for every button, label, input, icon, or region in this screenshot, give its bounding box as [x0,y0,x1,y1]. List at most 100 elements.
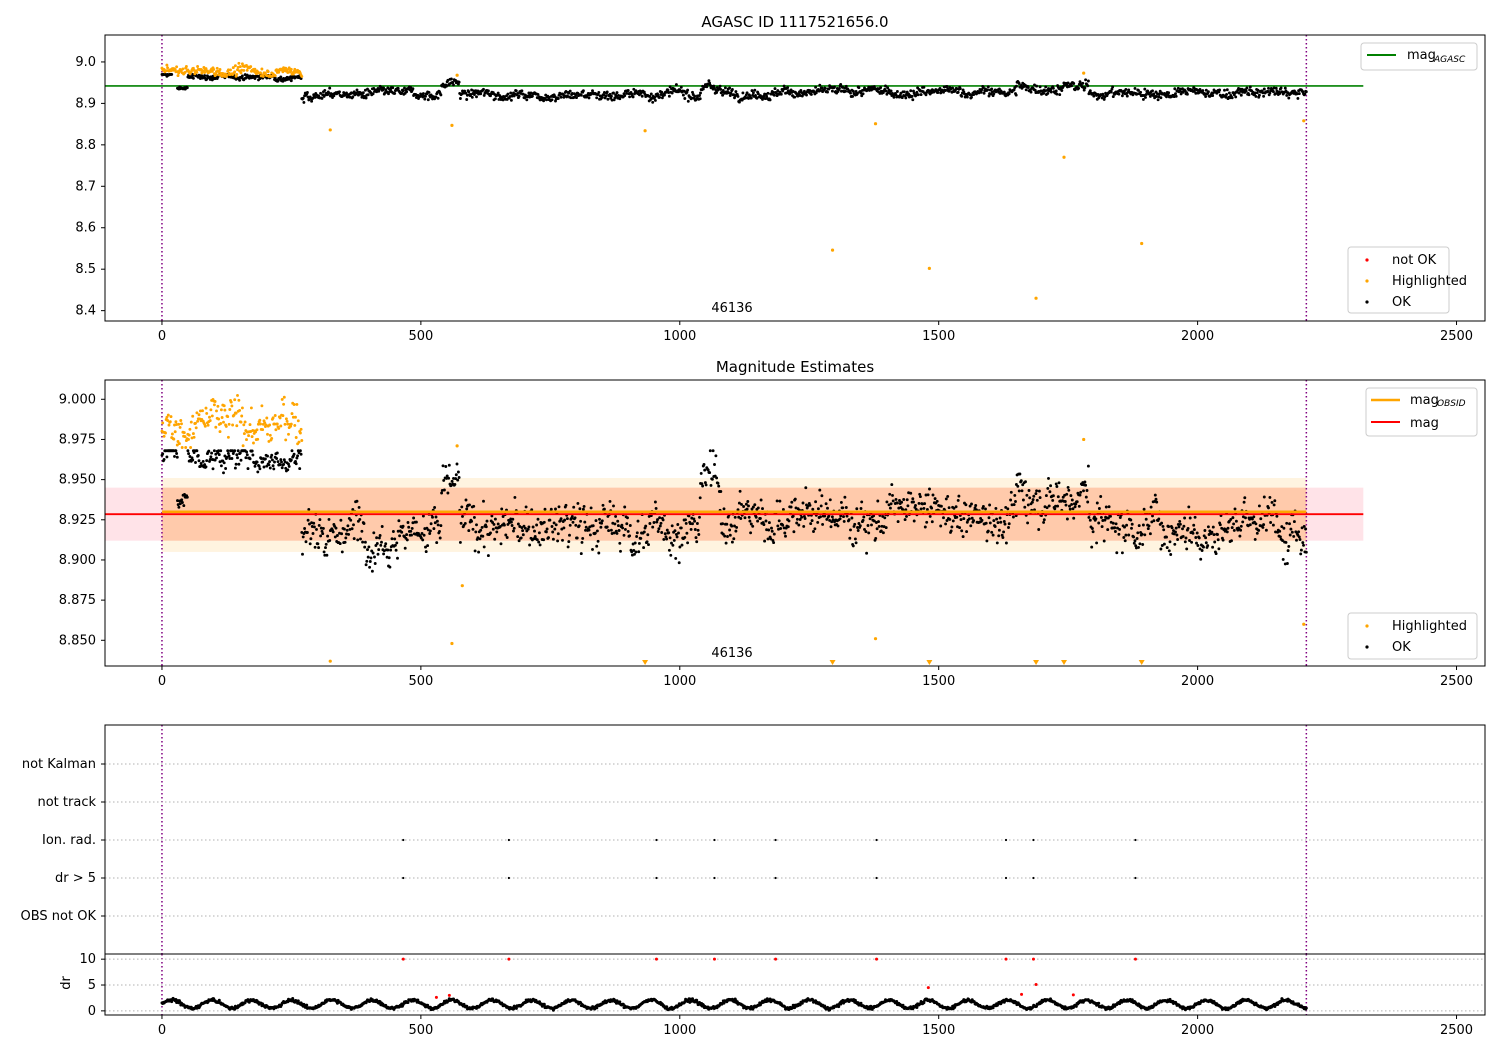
ok-point [1304,528,1307,531]
ok-point [1175,95,1178,98]
ok-point [271,458,274,461]
ok-point [1301,541,1304,544]
ok-point [1005,542,1008,545]
ok-point [245,451,248,454]
ok-point [731,541,734,544]
y-tick-label: 8.950 [59,473,96,488]
ok-point [1184,540,1187,543]
ok-point [458,476,461,479]
ok-point [685,522,688,525]
ok-point [714,454,717,457]
highlighted-point [233,398,236,401]
ok-point [790,506,793,509]
highlighted-point [295,403,298,406]
ok-point [182,504,185,507]
ok-point [742,505,745,508]
ok-point [817,507,820,510]
highlighted-point [194,422,197,425]
ok-point [1241,520,1244,523]
highlighted-point [178,442,181,445]
ok-point [219,449,222,452]
ok-point [1178,520,1181,523]
ok-point [1168,549,1171,552]
ok-point [767,529,770,532]
ok-point [1134,539,1137,542]
ok-point [460,505,463,508]
ok-point [746,91,749,94]
ok-point [1016,485,1019,488]
ok-point [302,97,305,100]
ok-point [316,542,319,545]
ok-point [1070,84,1073,87]
highlighted-point [259,423,262,426]
ok-point [421,538,424,541]
ok-point [407,521,410,524]
ok-point [891,494,894,497]
flag-point [655,877,657,879]
ok-point [511,518,514,521]
highlighted-point [216,405,219,408]
ok-point [719,85,722,88]
ok-point [560,96,563,99]
ok-point [776,499,779,502]
ok-point [616,532,619,535]
ok-point [1248,93,1251,96]
highlighted-point [234,64,237,67]
highlighted-point [190,421,193,424]
legend-highlighted-marker [1365,279,1368,282]
ok-point [551,98,554,101]
ok-point [582,89,585,92]
ok-point [1231,516,1234,519]
ok-point [676,523,679,526]
ok-point [1060,89,1063,92]
ok-point [1078,505,1081,508]
ok-point [1256,91,1259,94]
ok-point [1154,494,1157,497]
ok-point [230,457,233,460]
ok-point [1210,531,1213,534]
ok-point [917,93,920,96]
ok-point [1103,540,1106,543]
highlighted-point [250,406,253,409]
ok-point [1071,499,1074,502]
highlighted-point [266,433,269,436]
ok-point [837,524,840,527]
highlighted-outlier-point [831,249,834,252]
highlighted-point [246,69,249,72]
highlighted-point [274,414,277,417]
ok-point [1212,526,1215,529]
ok-point [459,541,462,544]
ok-point [1189,517,1192,520]
ok-point [464,522,467,525]
ok-point [1087,465,1090,468]
ok-point [388,566,391,569]
ok-point [375,536,378,539]
highlighted-point [209,408,212,411]
ok-point [1136,537,1139,540]
highlighted-point [207,424,210,427]
ok-point [988,516,991,519]
ok-point [1230,539,1233,542]
ok-point [781,524,784,527]
ok-point [361,541,364,544]
ok-point [494,97,497,100]
ok-point [812,530,815,533]
ok-point [325,543,328,546]
y-tick-label: 8.7 [75,179,96,194]
flag-point [1005,839,1007,841]
ok-point [1103,519,1106,522]
ok-point [1275,515,1278,518]
ok-point [747,504,750,507]
highlighted-outlier-point [329,128,332,131]
ok-point [969,524,972,527]
ok-point [415,521,418,524]
ok-point [1160,522,1163,525]
legend-mag-obsid-label: mag [1410,393,1439,408]
ok-point [1291,531,1294,534]
ok-point [404,547,407,550]
ok-point [729,534,732,537]
ok-point [307,519,310,522]
ok-point [531,95,534,98]
ok-point [945,497,948,500]
ok-point [1117,533,1120,536]
